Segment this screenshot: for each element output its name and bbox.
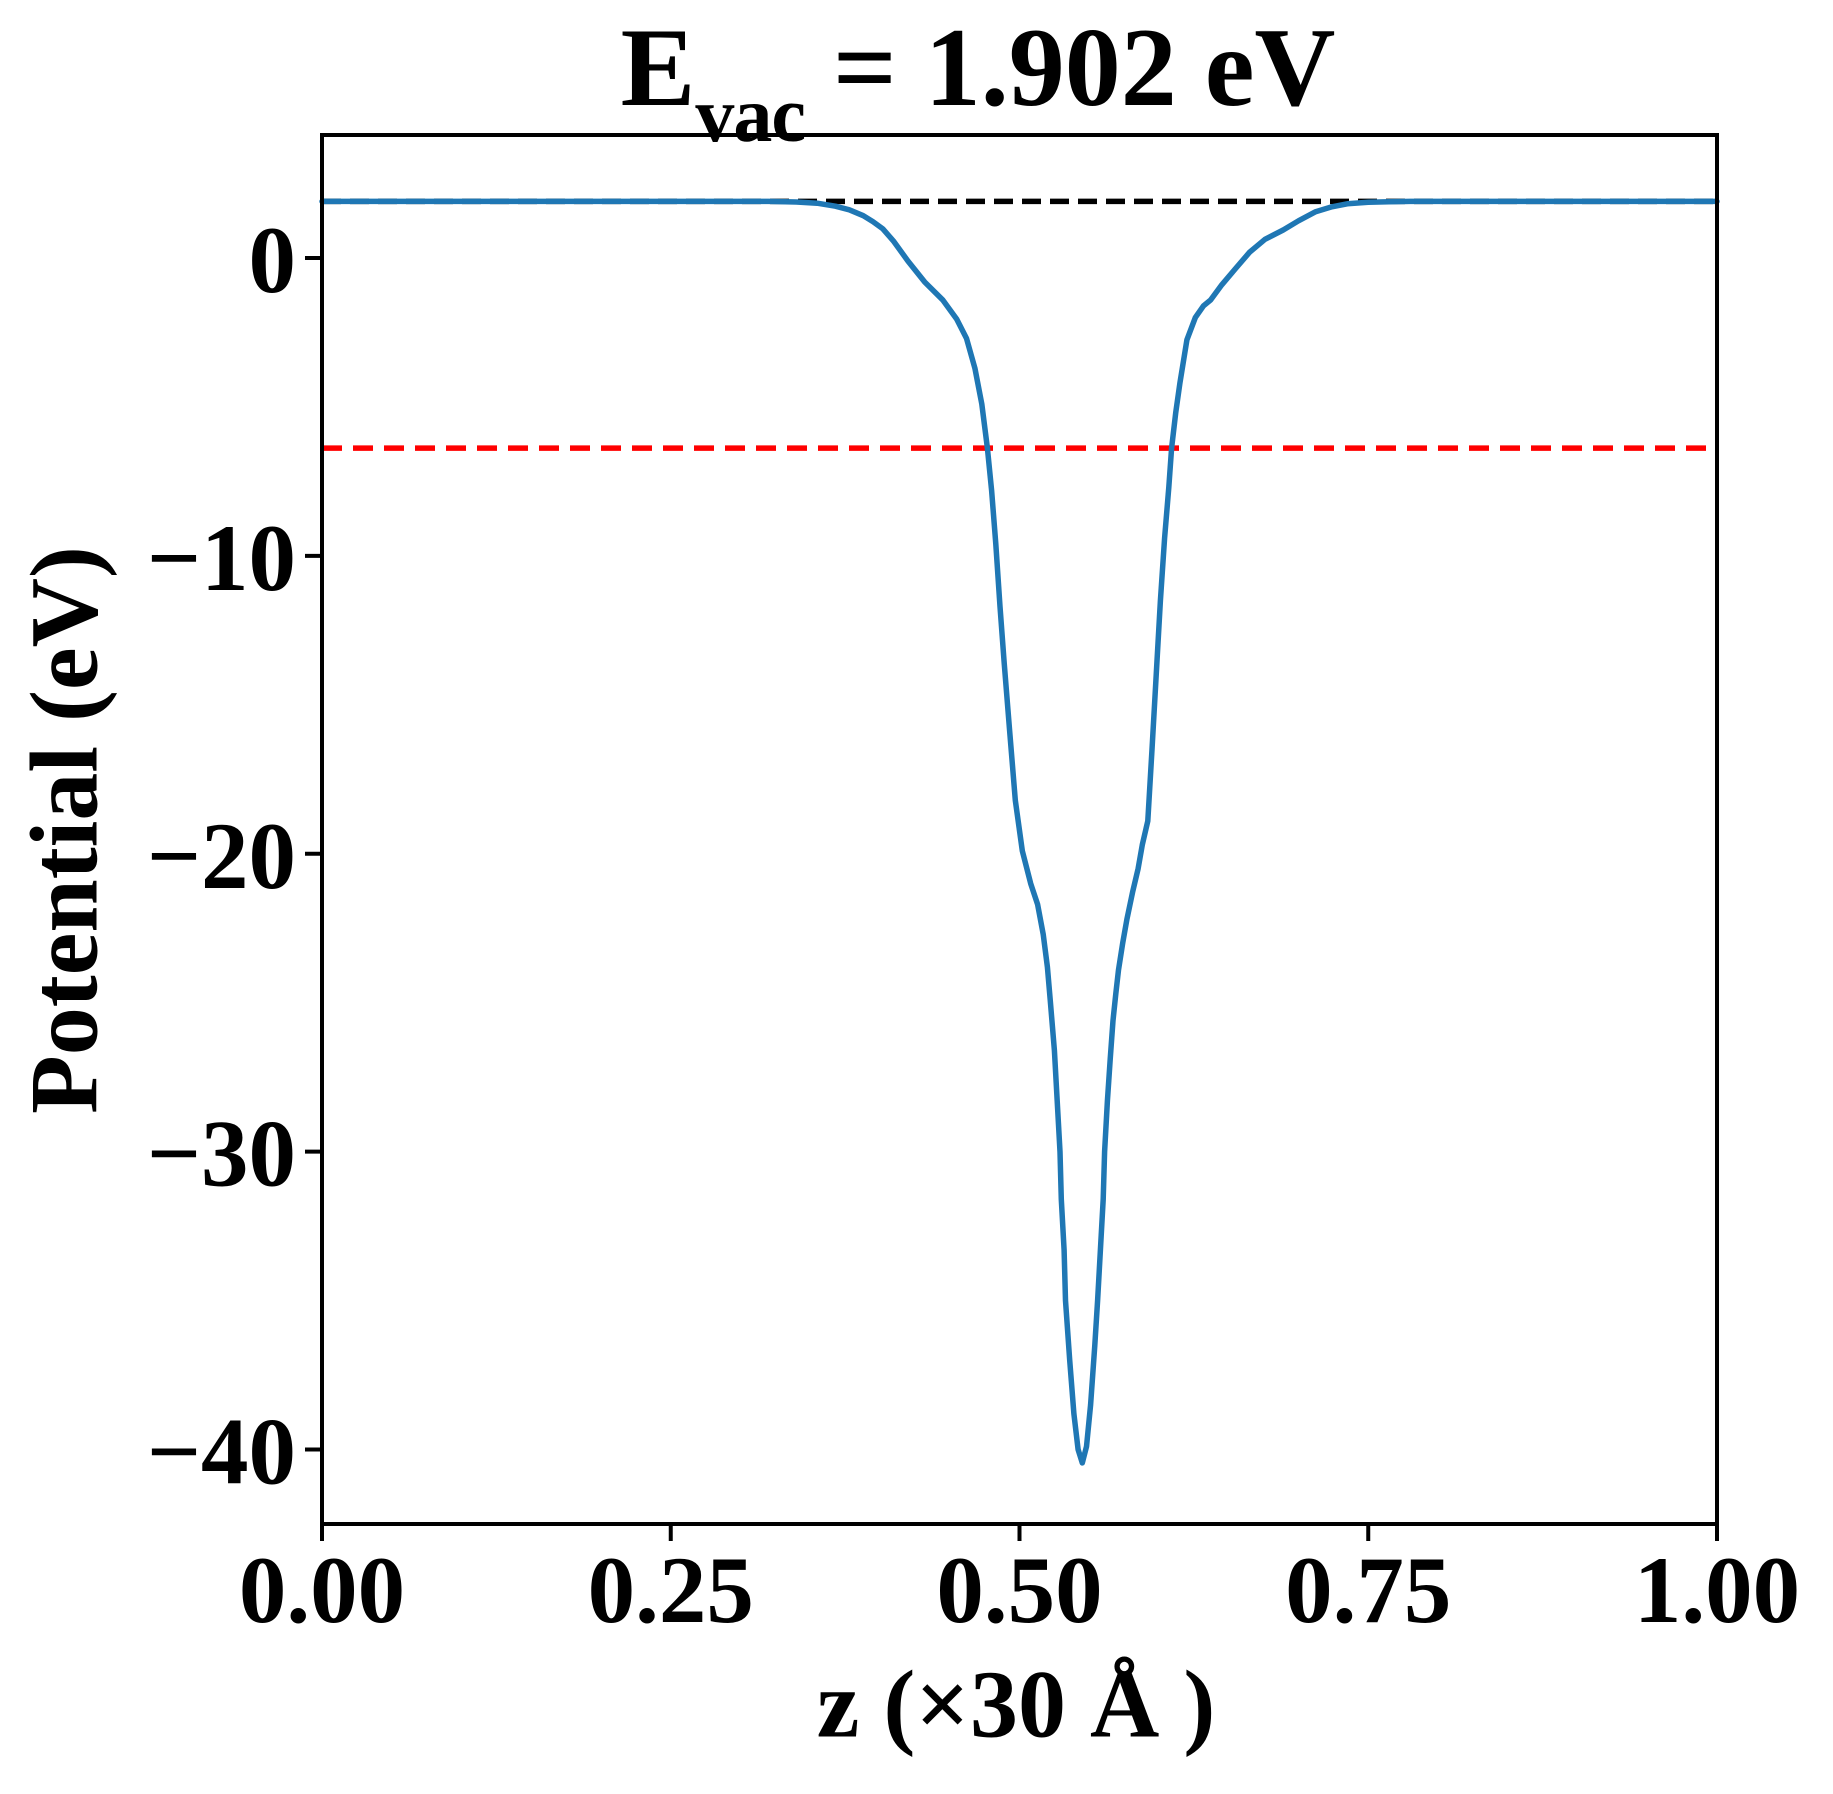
potential-curve — [319, 198, 1720, 1466]
y-tick-label: −30 — [147, 1101, 296, 1207]
x-tick-label: 0.75 — [1285, 1537, 1451, 1643]
y-tick-label: 0 — [249, 207, 297, 313]
x-tick-label: 0.25 — [588, 1537, 754, 1643]
title-value: = 1.902 eV — [804, 6, 1336, 130]
y-axis-label: Potential (eV) — [10, 546, 118, 1114]
y-tick-label: −40 — [147, 1399, 296, 1505]
y-tick-label: −20 — [147, 803, 296, 909]
y-tick-label: −10 — [147, 505, 296, 611]
x-tick-label: 0.00 — [239, 1537, 405, 1643]
x-tick-label: 0.50 — [936, 1537, 1102, 1643]
title-symbol: E — [620, 6, 696, 130]
x-axis-label: z (×30 Å ) — [816, 1650, 1216, 1758]
page-title: Evac = 1.902 eV — [621, 12, 1336, 154]
x-tick-label: 1.00 — [1634, 1537, 1800, 1643]
title-subscript: vac — [695, 71, 806, 158]
